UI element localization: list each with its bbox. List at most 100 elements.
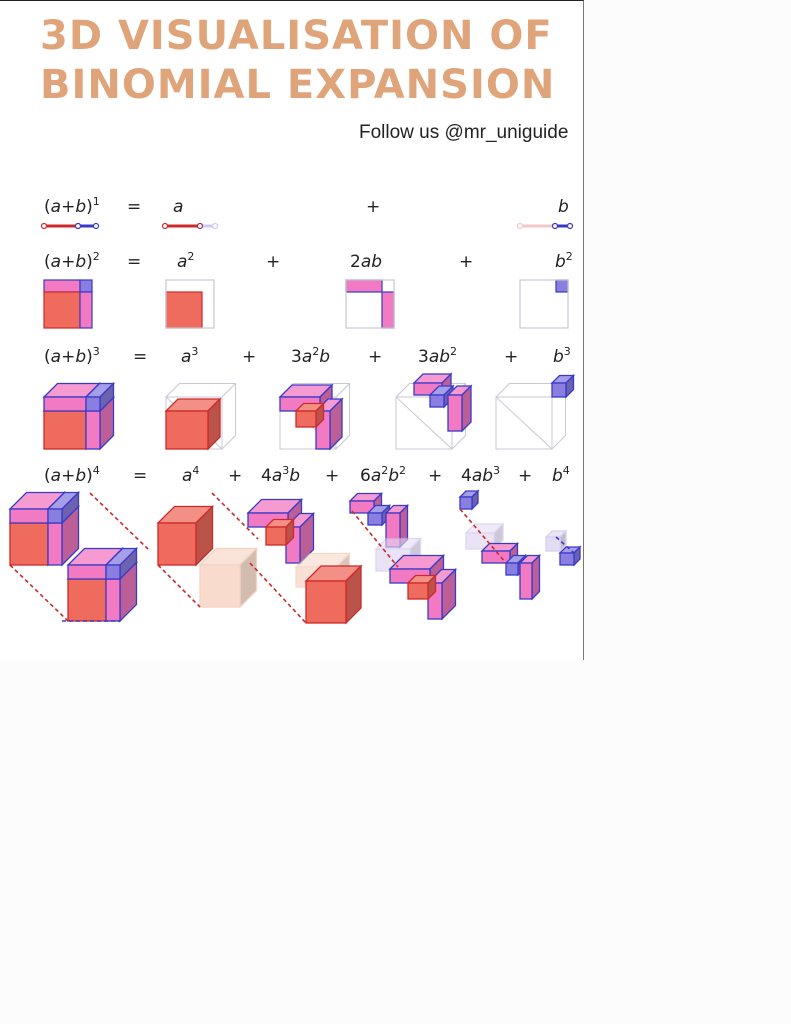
a4-link-2 — [211, 492, 259, 540]
term-3-4: b3 — [553, 346, 571, 366]
cube3-3a2b-inner — [294, 401, 326, 429]
square-b2 — [519, 279, 569, 329]
ab3-bar2 — [518, 553, 542, 601]
term-4-4: 4ab3 — [461, 465, 500, 486]
lhs-row-4: (a+b)4 — [44, 465, 100, 486]
a2b2-inner — [406, 573, 438, 601]
plus-sign: + — [228, 466, 243, 486]
term-variable: a — [370, 466, 382, 486]
term-variable: b — [439, 347, 451, 367]
lhs-base: (a+b) — [44, 347, 93, 367]
lhs-base: (a+b) — [44, 197, 93, 217]
term-exponent: 2 — [381, 464, 389, 477]
term-4-5: b4 — [552, 465, 570, 486]
segment-term-a-ghost — [196, 222, 219, 230]
segment-b — [74, 222, 100, 230]
term-variable: a — [177, 252, 188, 272]
a2b2-corner — [366, 503, 392, 527]
cube3-3ab2-bar2 — [446, 384, 473, 433]
term-variable: b — [319, 347, 331, 367]
lhs-exponent: 3 — [92, 345, 100, 358]
term-2-3: b2 — [555, 251, 573, 271]
term-exponent: 3 — [191, 345, 199, 358]
lhs-row-1: (a+b)1 — [44, 196, 100, 217]
title-line-2: BINOMIAL EXPANSION — [40, 62, 556, 108]
term-variable: a — [301, 347, 313, 367]
plus-sign: + — [366, 197, 381, 217]
plus-sign: + — [459, 252, 474, 272]
plus-sign: + — [242, 347, 257, 367]
term-variable: b — [558, 197, 569, 217]
term-2-1: a2 — [177, 251, 194, 272]
lhs-exponent: 4 — [92, 464, 100, 477]
segment-term-b — [551, 222, 574, 230]
plus-sign: + — [325, 466, 340, 486]
lhs-base: (a+b) — [44, 252, 93, 272]
term-variable: a — [471, 466, 483, 486]
term-variable: b — [552, 466, 563, 486]
term-coefficient: 3 — [291, 347, 302, 367]
equals-sign: = — [127, 197, 142, 217]
term-3-3: 3ab2 — [418, 346, 457, 367]
equals-sign: = — [133, 347, 148, 367]
term-variable: a — [181, 347, 192, 367]
term-4-2: 4a3b — [261, 465, 301, 486]
term-variable: a — [182, 466, 193, 486]
term-exponent: 2 — [450, 345, 458, 358]
segment-a — [40, 222, 82, 230]
lhs-base: (a+b) — [44, 466, 93, 486]
tess-link-2 — [89, 492, 149, 550]
title-line-1: 3D VISUALISATION OF — [40, 13, 553, 59]
term-variable: b — [289, 466, 301, 486]
plus-sign: + — [504, 347, 519, 367]
segment-term-b-ghost — [516, 222, 559, 230]
term-variable: b — [482, 466, 494, 486]
term-variable: b — [388, 466, 400, 486]
equals-sign: = — [133, 466, 148, 486]
term-1-1: a — [173, 199, 183, 216]
lhs-exponent: 1 — [92, 195, 100, 208]
term-2-2: 2ab — [350, 254, 382, 271]
term-4-3: 6a2b2 — [360, 465, 406, 486]
square-2ab — [345, 279, 395, 329]
term-exponent: 2 — [399, 464, 407, 477]
term-coefficient: 6 — [360, 466, 371, 486]
cube3-b-corner — [84, 381, 116, 413]
term-variable: a — [271, 466, 283, 486]
tess-right-b — [104, 546, 139, 581]
a2b2-link — [351, 510, 399, 568]
binomial-figures — [8, 222, 582, 625]
term-exponent: 4 — [192, 464, 200, 477]
a4-shadow — [198, 546, 259, 609]
tess-left-b — [46, 490, 81, 525]
a4-cube — [156, 504, 215, 567]
b4-cube — [558, 545, 582, 567]
a3b-inner — [264, 517, 296, 547]
tess-link-1 — [9, 564, 69, 622]
term-1-2: b — [558, 199, 569, 216]
term-coefficient: 3 — [418, 347, 429, 367]
square-a2 — [165, 279, 215, 329]
infographic-panel: 3D VISUALISATION OF BINOMIAL EXPANSION F… — [0, 0, 584, 660]
plus-sign: + — [368, 347, 383, 367]
term-variable: a — [428, 347, 440, 367]
plus-sign: + — [428, 466, 443, 486]
ab3-link — [459, 508, 507, 564]
cube3-a3 — [164, 397, 222, 451]
plus-sign: + — [266, 252, 281, 272]
term-coefficient: 2 — [350, 252, 361, 272]
term-4-1: a4 — [182, 465, 199, 486]
term-coefficient: 4 — [261, 466, 272, 486]
plus-sign: + — [518, 466, 533, 486]
term-exponent: 3 — [282, 464, 290, 477]
ab3-cube — [458, 489, 480, 511]
term-coefficient: 4 — [461, 466, 472, 486]
term-3-1: a3 — [181, 346, 198, 367]
term-variable: a — [360, 252, 372, 272]
term-exponent: 3 — [493, 464, 501, 477]
equals-sign: = — [127, 252, 142, 272]
cube3-b3 — [550, 373, 576, 399]
term-variable: a — [173, 197, 184, 217]
term-exponent: 4 — [562, 464, 570, 477]
lhs-row-2: (a+b)2 — [44, 251, 100, 272]
